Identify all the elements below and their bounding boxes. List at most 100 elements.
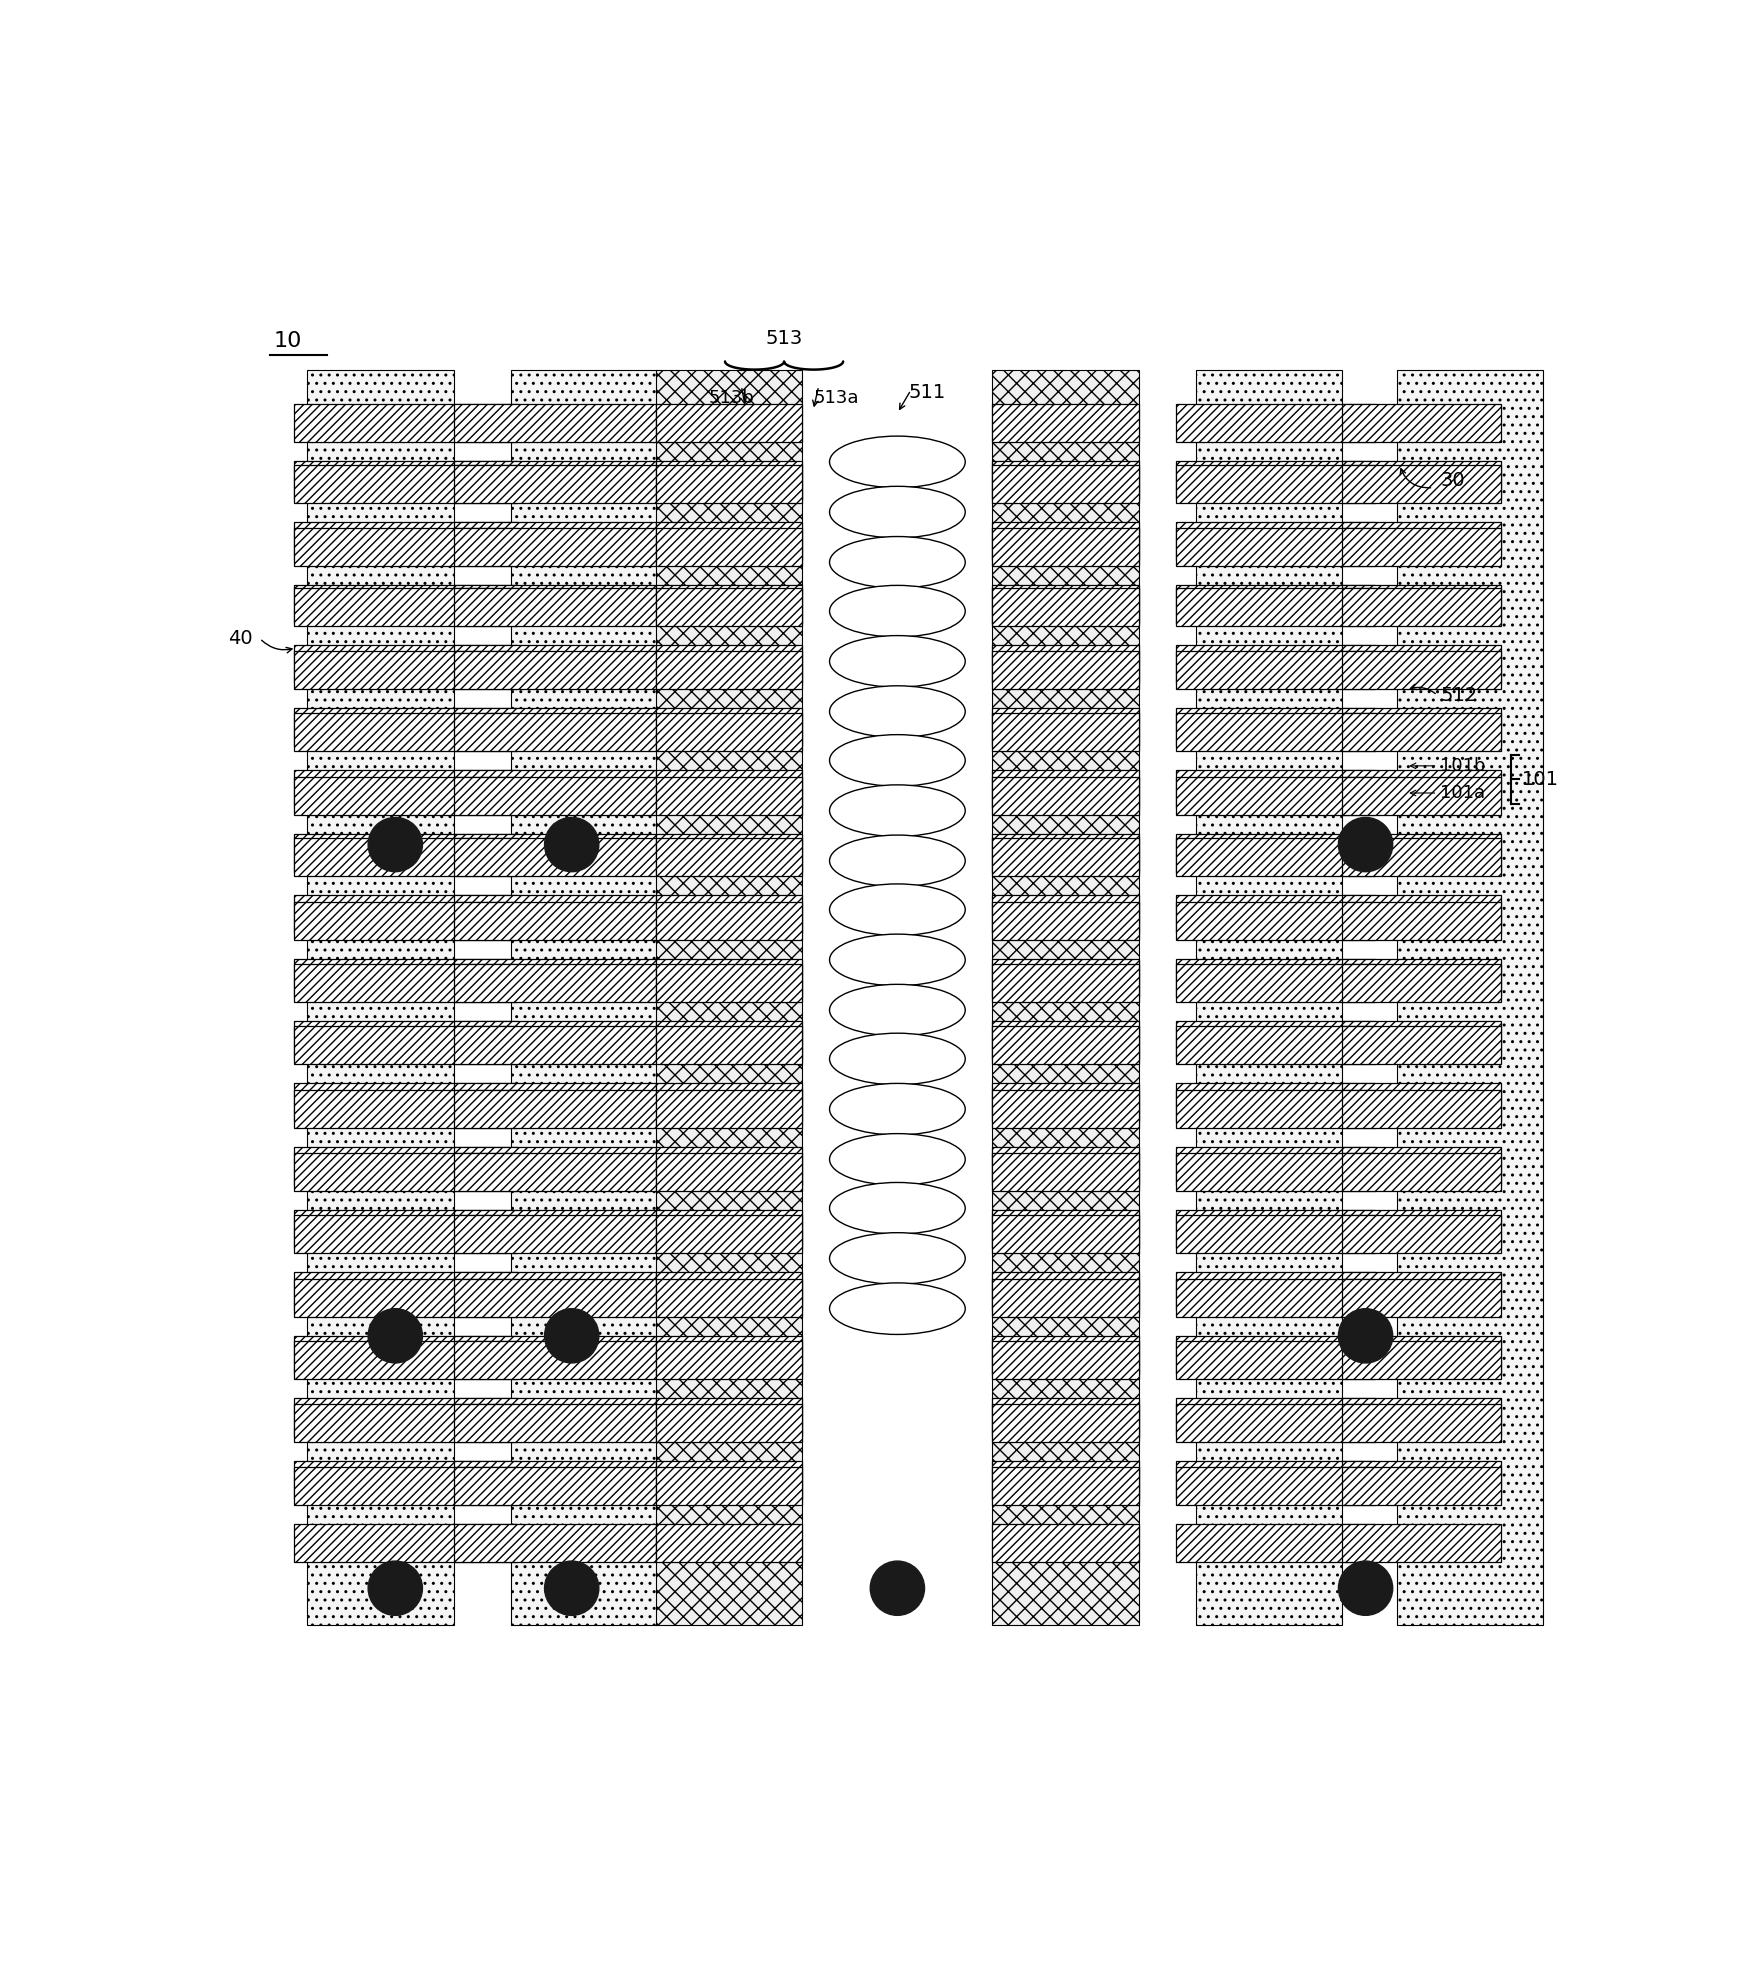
FancyBboxPatch shape [454,646,657,683]
Ellipse shape [830,636,965,687]
FancyBboxPatch shape [657,651,802,689]
FancyBboxPatch shape [454,1084,657,1122]
FancyBboxPatch shape [454,777,657,815]
FancyBboxPatch shape [454,1525,657,1563]
Ellipse shape [830,734,965,785]
FancyBboxPatch shape [454,1342,657,1380]
FancyBboxPatch shape [657,646,802,683]
FancyBboxPatch shape [1175,1147,1375,1185]
FancyBboxPatch shape [1175,895,1375,933]
FancyBboxPatch shape [993,1021,1138,1059]
FancyBboxPatch shape [1175,769,1375,809]
FancyBboxPatch shape [294,834,518,872]
FancyBboxPatch shape [993,1468,1138,1506]
FancyBboxPatch shape [657,1084,802,1122]
FancyBboxPatch shape [454,1460,657,1500]
FancyBboxPatch shape [1343,1090,1501,1128]
FancyBboxPatch shape [1175,464,1375,502]
FancyBboxPatch shape [993,522,1138,559]
FancyBboxPatch shape [294,769,518,809]
FancyBboxPatch shape [657,769,802,809]
FancyBboxPatch shape [657,708,802,746]
Circle shape [1338,817,1392,872]
FancyBboxPatch shape [1175,901,1375,939]
Text: 40: 40 [228,630,252,647]
FancyBboxPatch shape [993,403,1138,441]
FancyBboxPatch shape [454,461,657,498]
FancyBboxPatch shape [657,777,802,815]
FancyBboxPatch shape [993,1027,1138,1065]
FancyBboxPatch shape [1175,1021,1375,1059]
FancyBboxPatch shape [454,464,657,502]
FancyBboxPatch shape [1343,1525,1501,1563]
FancyBboxPatch shape [1343,1403,1501,1443]
FancyBboxPatch shape [657,1342,802,1380]
FancyBboxPatch shape [294,901,518,939]
FancyBboxPatch shape [993,712,1138,752]
Circle shape [545,817,599,872]
Ellipse shape [830,486,965,537]
FancyBboxPatch shape [1343,403,1501,441]
FancyBboxPatch shape [1175,646,1375,683]
FancyBboxPatch shape [1175,1027,1375,1065]
FancyBboxPatch shape [993,646,1138,683]
Text: 101: 101 [1522,769,1558,789]
FancyBboxPatch shape [1343,712,1501,752]
Ellipse shape [830,1134,965,1185]
FancyBboxPatch shape [1175,1271,1375,1311]
FancyBboxPatch shape [657,1468,802,1506]
FancyBboxPatch shape [993,777,1138,815]
Ellipse shape [830,437,965,488]
Circle shape [545,1561,599,1616]
FancyBboxPatch shape [1343,964,1501,1002]
FancyBboxPatch shape [1343,1271,1501,1311]
FancyBboxPatch shape [993,584,1138,624]
FancyBboxPatch shape [1175,1336,1375,1374]
FancyBboxPatch shape [657,712,802,752]
FancyBboxPatch shape [1175,712,1375,752]
Ellipse shape [830,935,965,986]
FancyBboxPatch shape [294,588,518,626]
FancyBboxPatch shape [454,838,657,876]
FancyBboxPatch shape [294,651,518,689]
Text: 511: 511 [909,384,946,401]
FancyBboxPatch shape [294,1027,518,1065]
FancyBboxPatch shape [294,1147,518,1185]
FancyBboxPatch shape [294,1460,518,1500]
FancyBboxPatch shape [454,708,657,746]
FancyBboxPatch shape [1343,838,1501,876]
FancyBboxPatch shape [657,370,802,1626]
FancyBboxPatch shape [454,522,657,559]
Ellipse shape [830,884,965,935]
FancyBboxPatch shape [1175,1279,1375,1317]
FancyBboxPatch shape [1397,370,1543,1626]
FancyBboxPatch shape [294,964,518,1002]
FancyBboxPatch shape [1175,708,1375,746]
FancyBboxPatch shape [294,1084,518,1122]
Text: 513a: 513a [814,388,860,407]
FancyBboxPatch shape [657,522,802,559]
FancyBboxPatch shape [1175,1090,1375,1128]
FancyBboxPatch shape [454,1468,657,1506]
FancyBboxPatch shape [294,1397,518,1437]
FancyBboxPatch shape [657,461,802,498]
FancyBboxPatch shape [1343,1468,1501,1506]
FancyBboxPatch shape [1343,1342,1501,1380]
Text: 513: 513 [765,329,802,348]
FancyBboxPatch shape [1343,651,1501,689]
FancyBboxPatch shape [993,769,1138,809]
FancyBboxPatch shape [657,964,802,1002]
FancyBboxPatch shape [1175,1460,1375,1500]
FancyBboxPatch shape [657,1153,802,1191]
FancyBboxPatch shape [1343,1027,1501,1065]
FancyBboxPatch shape [657,1147,802,1185]
FancyBboxPatch shape [993,1147,1138,1185]
Text: 30: 30 [1439,472,1466,490]
FancyBboxPatch shape [657,1271,802,1311]
FancyBboxPatch shape [993,1210,1138,1248]
FancyBboxPatch shape [454,1336,657,1374]
FancyBboxPatch shape [993,1336,1138,1374]
FancyBboxPatch shape [454,1027,657,1065]
FancyBboxPatch shape [657,588,802,626]
FancyBboxPatch shape [993,708,1138,746]
